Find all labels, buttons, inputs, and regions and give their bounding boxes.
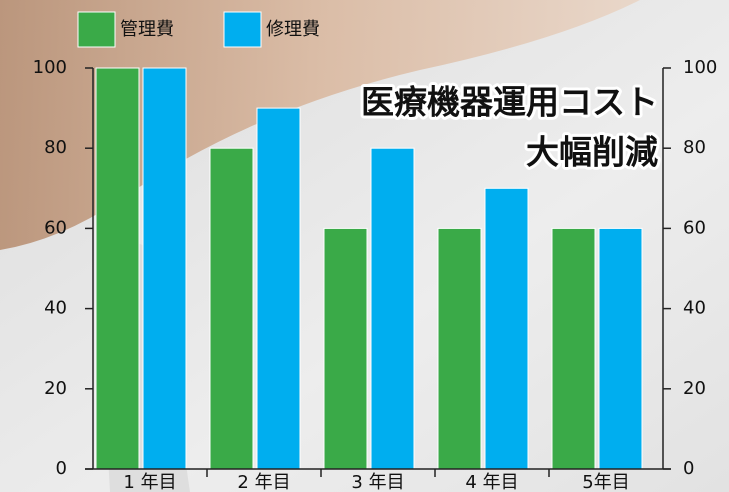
x-tick-label: 4 年目 [465, 472, 518, 492]
y2-tick-label: 100 [683, 57, 717, 78]
bar [598, 227, 643, 470]
y2-tick-label: 20 [683, 378, 706, 399]
y2-tick-label: 60 [683, 217, 706, 238]
y2-tick-label: 40 [683, 298, 706, 319]
legend-label: 管理費 [120, 19, 174, 40]
x-tick-label: 1 年目 [123, 472, 176, 492]
bar [95, 67, 140, 470]
chart-title: 大幅削減 [526, 133, 658, 172]
bar [209, 147, 254, 470]
chart-title: 医療機器運用コスト [361, 83, 658, 122]
x-tick-label: 2 年目 [237, 472, 290, 492]
bar [256, 107, 301, 470]
bar [484, 187, 529, 470]
y-tick-label: 80 [44, 137, 67, 158]
legend-swatch [223, 11, 262, 48]
y-tick-label: 100 [33, 57, 67, 78]
bar [142, 67, 187, 470]
bar [437, 227, 482, 470]
y2-tick-label: 80 [683, 137, 706, 158]
x-tick-label: 5年目 [582, 472, 629, 492]
legend-swatch [77, 11, 116, 48]
y-tick-label: 0 [56, 458, 67, 479]
y-tick-label: 40 [44, 298, 67, 319]
bar [551, 227, 596, 470]
y-tick-label: 60 [44, 217, 67, 238]
bar [370, 147, 415, 470]
legend-label: 修理費 [266, 19, 320, 40]
x-tick-label: 3 年目 [351, 472, 404, 492]
bar [323, 227, 368, 470]
y2-tick-label: 0 [683, 458, 694, 479]
y-tick-label: 20 [44, 378, 67, 399]
background-photo [0, 0, 640, 250]
